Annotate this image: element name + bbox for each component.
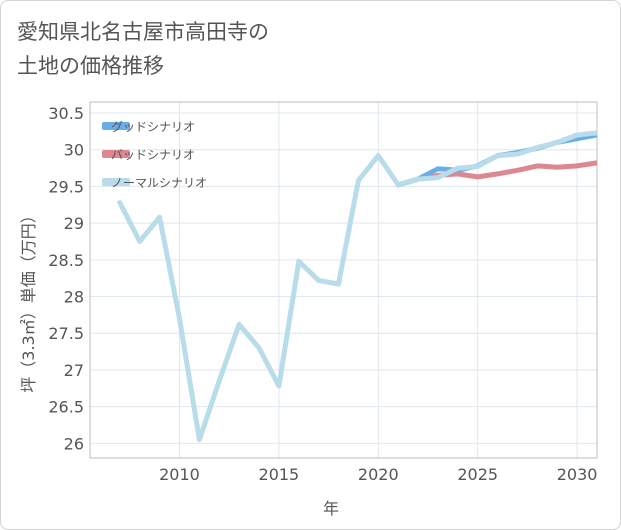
grid bbox=[90, 102, 597, 458]
legend-label: バッドシナリオ bbox=[111, 148, 195, 162]
x-tick-label: 2030 bbox=[557, 465, 598, 484]
x-tick-label: 2025 bbox=[457, 465, 498, 484]
series-layer bbox=[117, 130, 597, 443]
y-tick-label: 26.5 bbox=[48, 398, 84, 417]
x-tick-label: 2010 bbox=[159, 465, 200, 484]
y-axis-label: 坪（3.3㎡）単価（万円） bbox=[19, 207, 38, 392]
x-axis-label: 年 bbox=[323, 499, 339, 518]
y-tick-label: 30.5 bbox=[48, 104, 84, 123]
y-tick-label: 29 bbox=[64, 214, 84, 233]
legend-label: グッドシナリオ bbox=[111, 120, 195, 134]
legend-label: ノーマルシナリオ bbox=[111, 176, 207, 190]
x-tick-labels: 2010 2015 2020 2025 2030 bbox=[159, 465, 597, 484]
y-tick-label: 27 bbox=[64, 361, 84, 380]
legend-swatch bbox=[102, 178, 130, 186]
series-line-3 bbox=[117, 130, 597, 443]
chart-title: 愛知県北名古屋市高田寺の 土地の価格推移 bbox=[17, 20, 269, 78]
plot-frame bbox=[89, 101, 598, 459]
legend-swatch bbox=[102, 150, 130, 158]
y-tick-label: 30 bbox=[64, 141, 84, 160]
legend-swatch bbox=[102, 122, 130, 130]
y-tick-label: 28.5 bbox=[48, 251, 84, 270]
y-tick-label: 29.5 bbox=[48, 177, 84, 196]
y-tick-labels: 26 26.5 27 27.5 28 28.5 29 29.5 30 30.5 bbox=[48, 104, 84, 453]
x-tick-label: 2020 bbox=[358, 465, 399, 484]
y-tick-label: 27.5 bbox=[48, 324, 84, 343]
y-tick-label: 28 bbox=[64, 288, 84, 307]
x-tick-label: 2015 bbox=[259, 465, 300, 484]
y-tick-label: 26 bbox=[64, 434, 84, 453]
